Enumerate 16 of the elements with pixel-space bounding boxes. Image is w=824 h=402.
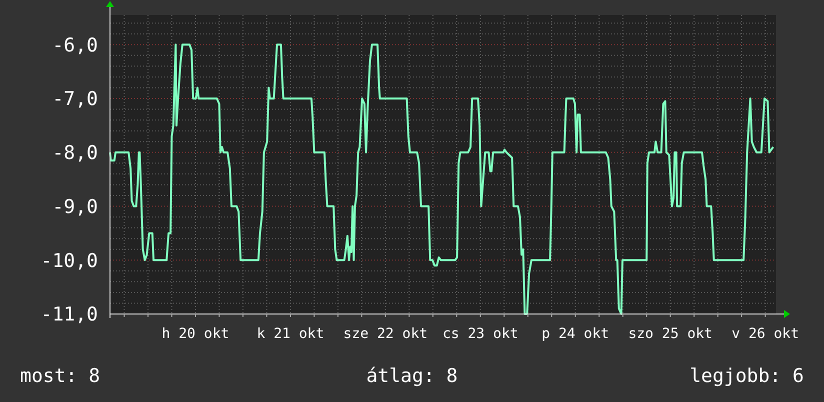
text: legjobb: 6	[690, 365, 804, 387]
y-tick-label: -8,0	[52, 142, 98, 164]
x-tick-label: szo 25 okt	[628, 326, 712, 342]
text: átlag: 8	[366, 365, 458, 387]
y-tick-label: -10,0	[40, 250, 98, 272]
x-tick-label: cs 23 okt	[442, 326, 518, 342]
y-tick-label: -11,0	[40, 304, 98, 326]
x-tick-label: k 21 okt	[256, 326, 324, 342]
y-tick-label: -7,0	[52, 88, 98, 110]
y-tick-label: -9,0	[52, 196, 98, 218]
y-tick-label: -6,0	[52, 34, 98, 56]
x-tick-label: v 26 okt	[732, 326, 800, 342]
x-tick-label: p 24 okt	[542, 326, 610, 342]
x-tick-label: h 20 okt	[162, 326, 230, 342]
text: most: 8	[20, 365, 100, 387]
x-tick-label: sze 22 okt	[343, 326, 428, 342]
